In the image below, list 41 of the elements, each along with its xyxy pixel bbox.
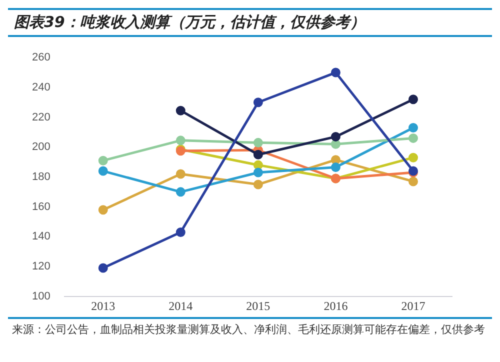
point	[253, 98, 263, 108]
point	[98, 263, 108, 273]
x-tick-label: 2014	[168, 298, 193, 313]
y-tick-label: 120	[32, 260, 50, 273]
y-tick-label: 200	[32, 141, 50, 154]
point	[330, 162, 340, 172]
point	[408, 94, 418, 104]
chart-title: 图表39：吨浆收入测算（万元，估计值，仅供参考）	[8, 8, 492, 37]
point	[253, 160, 263, 170]
x-tick-label: 2013	[91, 298, 116, 313]
point	[253, 138, 263, 148]
point	[330, 68, 340, 78]
x-tick-label: 2015	[246, 298, 270, 313]
point	[176, 187, 186, 197]
point	[408, 176, 418, 186]
y-tick-label: 100	[32, 290, 50, 302]
point	[98, 156, 108, 166]
point	[253, 150, 263, 160]
point	[253, 168, 263, 178]
point	[408, 133, 418, 143]
y-tick-label: 240	[32, 81, 50, 94]
source-note: 来源：公司公告，血制品相关投浆量测算及收入、净利润、毛利还原测算可能存在偏差，仅供参考	[12, 322, 486, 338]
point	[408, 123, 418, 132]
y-tick-label: 180	[32, 171, 50, 184]
point	[176, 136, 186, 146]
x-tick-label: 2016	[324, 298, 348, 313]
point	[408, 152, 418, 162]
point	[98, 166, 108, 176]
point	[330, 139, 340, 149]
point	[253, 180, 263, 190]
y-tick-label: 220	[32, 111, 50, 124]
point	[330, 155, 340, 165]
point	[330, 132, 340, 142]
point	[176, 227, 186, 237]
point	[176, 106, 186, 116]
point	[98, 205, 108, 215]
x-tick-label: 2017	[401, 298, 426, 313]
point	[176, 169, 186, 179]
y-tick-label: 140	[32, 230, 50, 243]
y-tick-label: 160	[32, 200, 50, 213]
y-tick-label: 260	[32, 52, 50, 64]
